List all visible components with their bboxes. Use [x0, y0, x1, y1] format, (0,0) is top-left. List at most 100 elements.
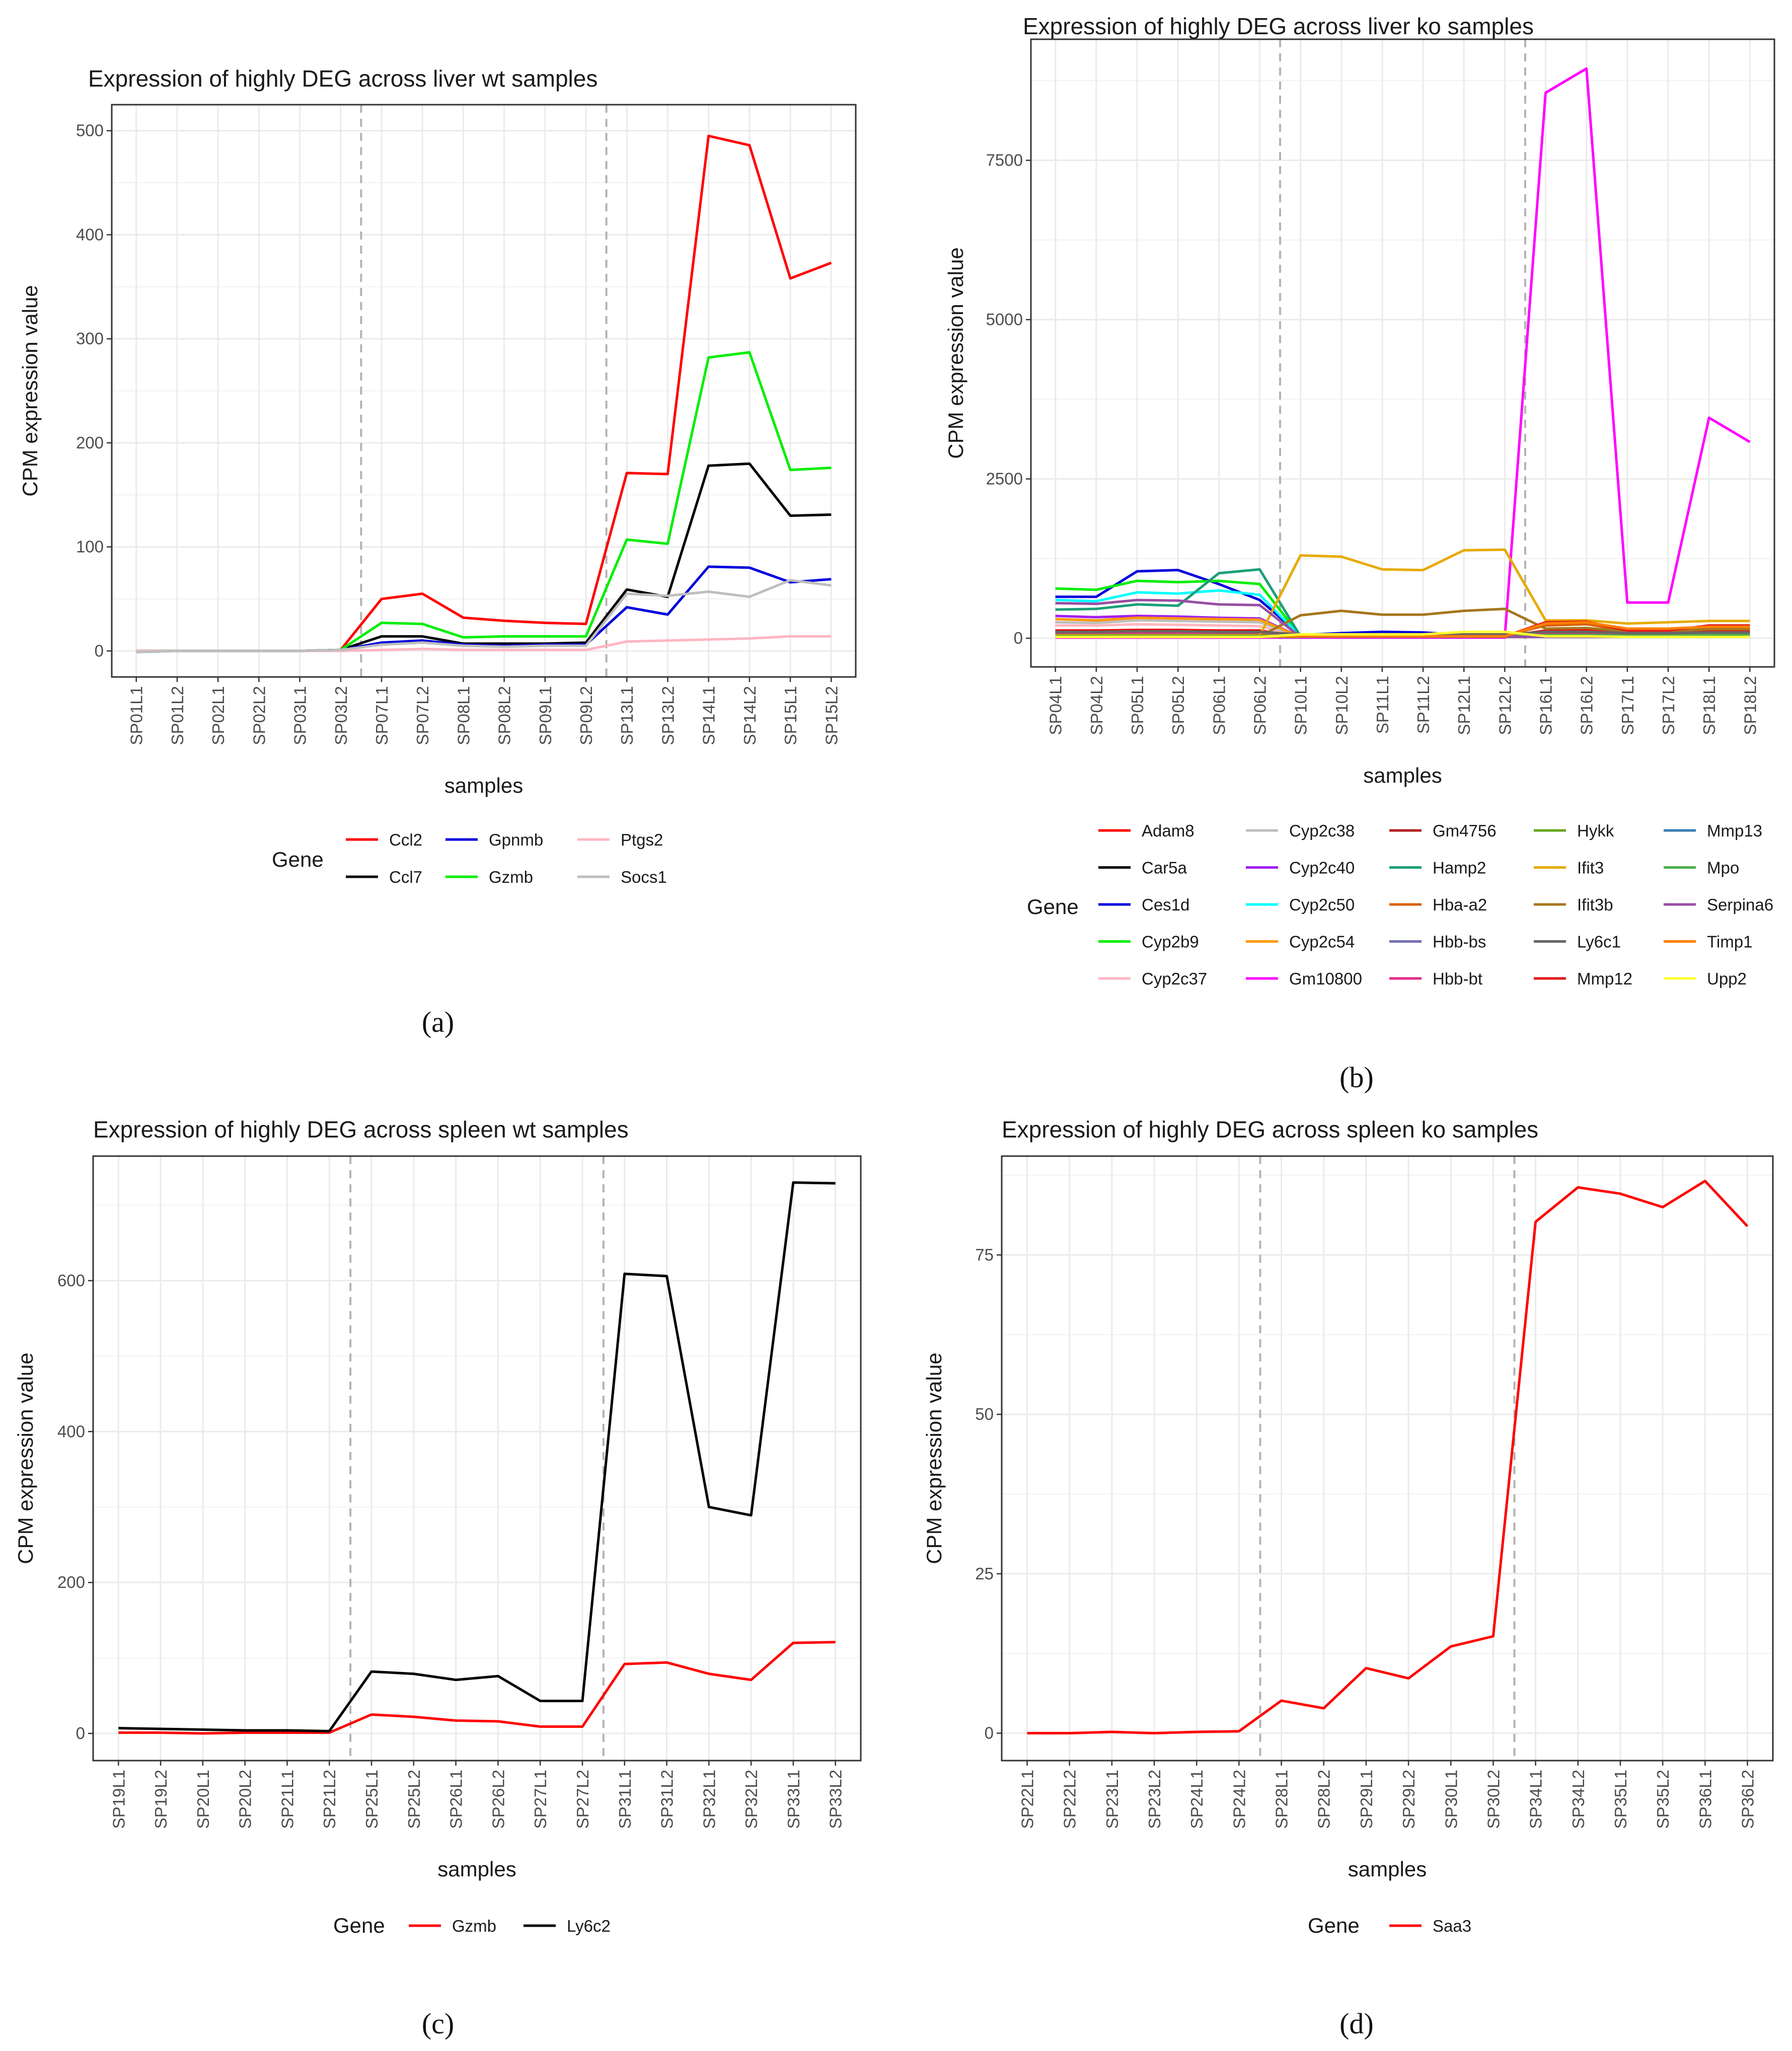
series-line-Socs1-a — [136, 579, 832, 653]
x-tick-label-c: SP25L2 — [405, 1770, 423, 1829]
x-tick-label-a: SP07L1 — [372, 686, 391, 745]
x-tick-label-a: SP01L1 — [127, 686, 146, 745]
x-tick-label-a: SP15L1 — [781, 686, 800, 745]
x-tick-label-c: SP33L2 — [827, 1770, 845, 1829]
chart-title-c: Expression of highly DEG across spleen w… — [93, 1116, 629, 1143]
x-tick-label-c: SP33L1 — [784, 1770, 803, 1829]
x-tick-label-d: SP34L1 — [1527, 1770, 1545, 1829]
plot-border-c — [92, 1155, 862, 1762]
panel-a: Expression of highly DEG across liver wt… — [18, 65, 857, 886]
x-tick-label-c: SP27L2 — [573, 1770, 592, 1829]
panel-label-c: (c) — [422, 2007, 454, 2040]
plot-background-d — [1002, 1156, 1773, 1761]
x-tick-label-c: SP31L2 — [658, 1770, 677, 1829]
x-axis-label-a: samples — [444, 774, 523, 797]
legend-label-Mmp12: Mmp12 — [1577, 969, 1632, 988]
legend-label-Ccl2: Ccl2 — [389, 830, 422, 849]
legend-label-Ccl7: Ccl7 — [389, 868, 422, 886]
legend-label-Socs1: Socs1 — [621, 868, 667, 886]
x-tick-label-b: SP17L1 — [1618, 676, 1637, 735]
y-tick-label-a: 400 — [76, 225, 104, 244]
legend-label-Timp1: Timp1 — [1707, 933, 1752, 951]
y-tick-label-b: 0 — [1014, 629, 1023, 647]
plot-background-b — [1031, 39, 1774, 667]
x-tick-label-a: SP01L2 — [168, 686, 187, 745]
legend-label-Gm10800: Gm10800 — [1289, 969, 1362, 988]
x-axis-label-b: samples — [1363, 764, 1442, 787]
legend-label-Hbb-bs: Hbb-bs — [1433, 933, 1486, 951]
x-tick-label-a: SP14L2 — [740, 686, 759, 745]
x-tick-label-a: SP13L1 — [618, 686, 636, 745]
y-tick-label-a: 500 — [76, 121, 104, 140]
x-tick-label-c: SP19L2 — [152, 1770, 170, 1829]
panel-d: Expression of highly DEG across spleen k… — [922, 1116, 1774, 1937]
panel-b: Expression of highly DEG across liver ko… — [944, 13, 1775, 988]
legend-label-Hamp2: Hamp2 — [1433, 859, 1486, 877]
x-tick-label-d: SP24L1 — [1187, 1770, 1206, 1829]
legend-label-Ifit3: Ifit3 — [1577, 859, 1604, 877]
y-tick-label-c: 0 — [76, 1724, 85, 1742]
legend-label-Serpina6: Serpina6 — [1707, 895, 1773, 914]
x-tick-label-a: SP08L2 — [495, 686, 514, 745]
y-tick-label-a: 300 — [76, 329, 104, 348]
chart-title-a: Expression of highly DEG across liver wt… — [88, 65, 598, 92]
x-tick-label-d: SP23L2 — [1145, 1770, 1164, 1829]
legend-title-b: Gene — [1027, 895, 1079, 919]
legend-title-d: Gene — [1308, 1914, 1360, 1937]
legend-label-Hbb-bt: Hbb-bt — [1433, 969, 1482, 988]
panel-label-a: (a) — [422, 1006, 454, 1038]
y-tick-label-a: 200 — [76, 433, 104, 452]
x-tick-label-c: SP26L1 — [447, 1770, 466, 1829]
legend-label-Adam8: Adam8 — [1142, 821, 1194, 840]
panel-label-d: (d) — [1339, 2007, 1374, 2040]
legend-label-Hykk: Hykk — [1577, 821, 1614, 840]
legend-label-Saa3: Saa3 — [1433, 1917, 1471, 1935]
x-tick-label-d: SP22L1 — [1018, 1770, 1037, 1829]
x-tick-label-d: SP30L2 — [1484, 1770, 1503, 1829]
x-tick-label-c: SP20L1 — [194, 1770, 212, 1829]
legend-label-Ptgs2: Ptgs2 — [621, 830, 663, 849]
y-tick-label-d: 0 — [985, 1724, 994, 1742]
legend-title-c: Gene — [333, 1914, 385, 1937]
y-tick-label-c: 200 — [57, 1573, 85, 1591]
x-tick-label-a: SP02L1 — [209, 686, 228, 745]
x-tick-label-b: SP06L2 — [1250, 676, 1269, 735]
legend-label-Cyp2b9: Cyp2b9 — [1142, 933, 1199, 951]
legend-label-Gm4756: Gm4756 — [1433, 821, 1497, 840]
x-tick-label-b: SP18L1 — [1700, 676, 1719, 735]
legend-label-Mmp13: Mmp13 — [1707, 821, 1762, 840]
x-tick-label-b: SP10L2 — [1332, 676, 1351, 735]
x-tick-label-d: SP23L1 — [1103, 1770, 1122, 1829]
x-tick-label-d: SP28L2 — [1315, 1770, 1333, 1829]
x-tick-label-b: SP12L2 — [1496, 676, 1514, 735]
x-tick-label-b: SP16L1 — [1537, 676, 1555, 735]
x-tick-label-a: SP09L1 — [536, 686, 555, 745]
series-line-Upp2-b — [1055, 630, 1750, 638]
x-tick-label-b: SP04L2 — [1087, 676, 1106, 735]
x-tick-label-d: SP35L1 — [1611, 1770, 1630, 1829]
legend-label-Mpo: Mpo — [1707, 859, 1739, 877]
legend-label-Ly6c2: Ly6c2 — [567, 1917, 611, 1935]
plot-border-d — [1001, 1155, 1774, 1762]
y-tick-label-d: 75 — [975, 1245, 994, 1264]
legend-label-Gzmb: Gzmb — [489, 868, 533, 886]
x-tick-label-b: SP11L2 — [1414, 676, 1433, 734]
x-tick-label-d: SP34L2 — [1569, 1770, 1588, 1829]
y-axis-label-d: CPM expression value — [922, 1352, 946, 1564]
x-tick-label-d: SP30L1 — [1442, 1770, 1460, 1829]
legend-label-Ces1d: Ces1d — [1142, 895, 1189, 914]
x-axis-label-d: samples — [1348, 1857, 1427, 1881]
x-tick-label-b: SP10L1 — [1292, 676, 1310, 735]
x-tick-label-b: SP18L2 — [1741, 676, 1759, 735]
y-tick-label-c: 600 — [57, 1271, 85, 1289]
legend-label-Car5a: Car5a — [1142, 859, 1187, 877]
y-tick-label-b: 5000 — [986, 310, 1023, 329]
y-tick-label-d: 25 — [975, 1564, 994, 1583]
x-tick-label-a: SP15L2 — [822, 686, 841, 745]
plot-background-c — [93, 1156, 861, 1761]
x-tick-label-a: SP13L2 — [658, 686, 677, 745]
x-tick-label-d: SP28L1 — [1273, 1770, 1291, 1829]
x-tick-label-b: SP12L1 — [1455, 676, 1473, 735]
x-tick-label-d: SP36L2 — [1738, 1770, 1757, 1829]
